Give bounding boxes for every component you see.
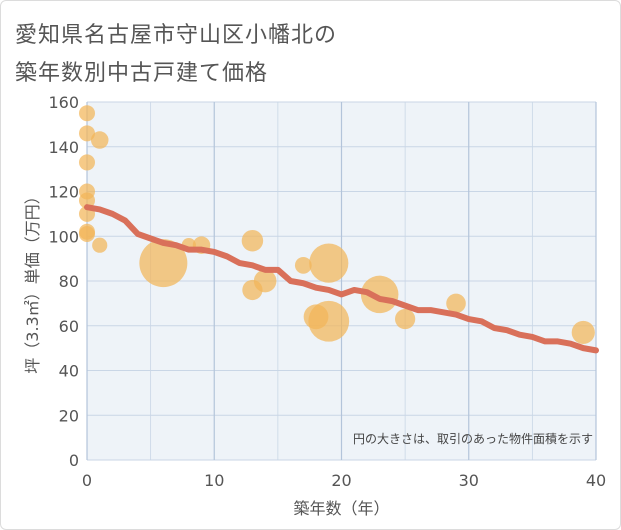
data-bubble	[294, 256, 312, 274]
data-bubble	[139, 239, 188, 288]
trend-line	[84, 204, 599, 354]
data-bubbles	[79, 105, 595, 345]
data-bubble	[241, 229, 264, 252]
y-tick-label: 140	[48, 138, 79, 157]
y-tick-label: 120	[48, 183, 79, 202]
y-tick-label: 80	[59, 272, 79, 291]
y-tick-labels: 0 20 40 60 80 100 120 140 160	[48, 93, 79, 470]
x-tick-label: 0	[82, 471, 92, 490]
chart-title-line-1: 愛知県名古屋市守山区小幡北の	[15, 23, 338, 48]
data-bubble	[79, 154, 95, 171]
y-tick-label: 20	[59, 406, 79, 425]
x-tick-label: 30	[459, 471, 479, 490]
data-bubble	[79, 192, 95, 209]
y-tick-label: 0	[69, 451, 79, 470]
data-bubble	[90, 131, 109, 149]
data-bubble	[360, 275, 399, 314]
x-tick-label: 40	[586, 471, 606, 490]
data-bubble	[308, 300, 350, 342]
data-bubble	[309, 243, 349, 283]
data-bubble	[79, 105, 95, 122]
y-tick-label: 160	[48, 93, 79, 112]
x-axis-label: 築年数（年）	[293, 499, 389, 518]
data-bubble	[79, 125, 95, 142]
data-bubble	[395, 308, 416, 330]
y-tick-label: 100	[48, 227, 79, 246]
y-tick-label: 40	[59, 362, 79, 381]
y-tick-label: 60	[59, 317, 79, 336]
y-axis-label: 坪（3.3㎡）単価（万円）	[23, 188, 42, 373]
data-bubble	[571, 320, 595, 345]
bubble-size-note: 円の大きさは、取引のあった物件面積を示す	[353, 431, 593, 446]
x-tick-label: 10	[204, 471, 224, 490]
data-bubble	[79, 226, 95, 243]
x-tick-labels: 0 10 20 30 40	[82, 471, 606, 490]
data-bubble	[253, 269, 277, 293]
data-bubble	[92, 237, 108, 253]
data-bubble	[446, 293, 466, 314]
x-tick-label: 20	[331, 471, 351, 490]
chart-title-line-2: 築年数別中古戸建て価格	[15, 61, 269, 86]
